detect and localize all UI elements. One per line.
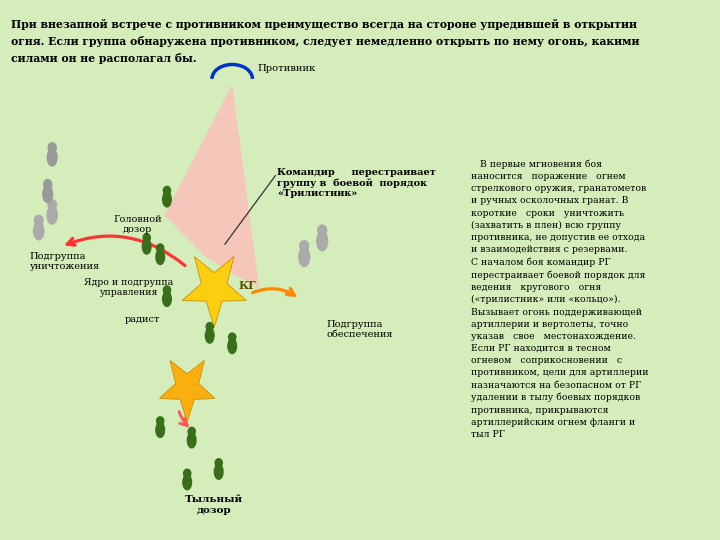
Text: Головной
дозор: Головной дозор bbox=[113, 215, 162, 234]
Ellipse shape bbox=[205, 328, 214, 343]
Polygon shape bbox=[182, 256, 246, 328]
Circle shape bbox=[215, 459, 222, 467]
Circle shape bbox=[143, 233, 150, 242]
Polygon shape bbox=[165, 84, 259, 288]
Text: Противник: Противник bbox=[257, 64, 315, 73]
Ellipse shape bbox=[187, 433, 196, 448]
Ellipse shape bbox=[156, 249, 164, 265]
Ellipse shape bbox=[34, 222, 44, 240]
Ellipse shape bbox=[163, 292, 171, 306]
Text: При внезапной встрече с противником преимущество всегда на стороне упредившей в : При внезапной встрече с противником преи… bbox=[11, 19, 636, 30]
Ellipse shape bbox=[317, 232, 328, 251]
Circle shape bbox=[48, 143, 56, 152]
Text: Командир     перестраивает
группу в  боевой  порядок
«Трилистник»: Командир перестраивает группу в боевой п… bbox=[277, 168, 436, 198]
Text: радист: радист bbox=[125, 315, 160, 323]
Ellipse shape bbox=[215, 464, 223, 480]
Ellipse shape bbox=[228, 339, 236, 354]
Text: Подгруппа
уничтожения: Подгруппа уничтожения bbox=[30, 252, 100, 271]
Circle shape bbox=[157, 244, 163, 252]
Circle shape bbox=[44, 179, 52, 189]
Text: Тыльный
дозор: Тыльный дозор bbox=[185, 495, 243, 515]
Circle shape bbox=[35, 215, 43, 225]
Text: КГ: КГ bbox=[239, 280, 257, 291]
Text: Подгруппа
обеспечения: Подгруппа обеспечения bbox=[327, 320, 393, 339]
Ellipse shape bbox=[48, 149, 57, 166]
Circle shape bbox=[48, 200, 56, 210]
Text: силами он не располагал бы.: силами он не располагал бы. bbox=[11, 53, 197, 64]
Ellipse shape bbox=[163, 192, 171, 207]
Polygon shape bbox=[159, 360, 215, 422]
Ellipse shape bbox=[47, 206, 58, 224]
Text: В первые мгновения боя
наносится   поражение   огнем
стрелкового оружия, гранато: В первые мгновения боя наносится поражен… bbox=[471, 159, 649, 439]
Circle shape bbox=[188, 427, 195, 436]
Circle shape bbox=[318, 225, 327, 235]
Circle shape bbox=[163, 186, 171, 195]
Circle shape bbox=[229, 333, 236, 341]
Circle shape bbox=[163, 286, 171, 294]
Ellipse shape bbox=[43, 186, 53, 202]
Ellipse shape bbox=[299, 247, 310, 266]
Circle shape bbox=[206, 322, 213, 331]
Text: огня. Если группа обнаружена противником, следует немедленно открыть по нему ого: огня. Если группа обнаружена противником… bbox=[11, 36, 639, 47]
Text: Ядро и подгруппа
управления: Ядро и подгруппа управления bbox=[84, 278, 174, 298]
Ellipse shape bbox=[183, 475, 192, 490]
Circle shape bbox=[157, 417, 163, 425]
Ellipse shape bbox=[156, 422, 164, 437]
Circle shape bbox=[300, 241, 309, 251]
Circle shape bbox=[184, 469, 191, 477]
Ellipse shape bbox=[143, 239, 151, 254]
